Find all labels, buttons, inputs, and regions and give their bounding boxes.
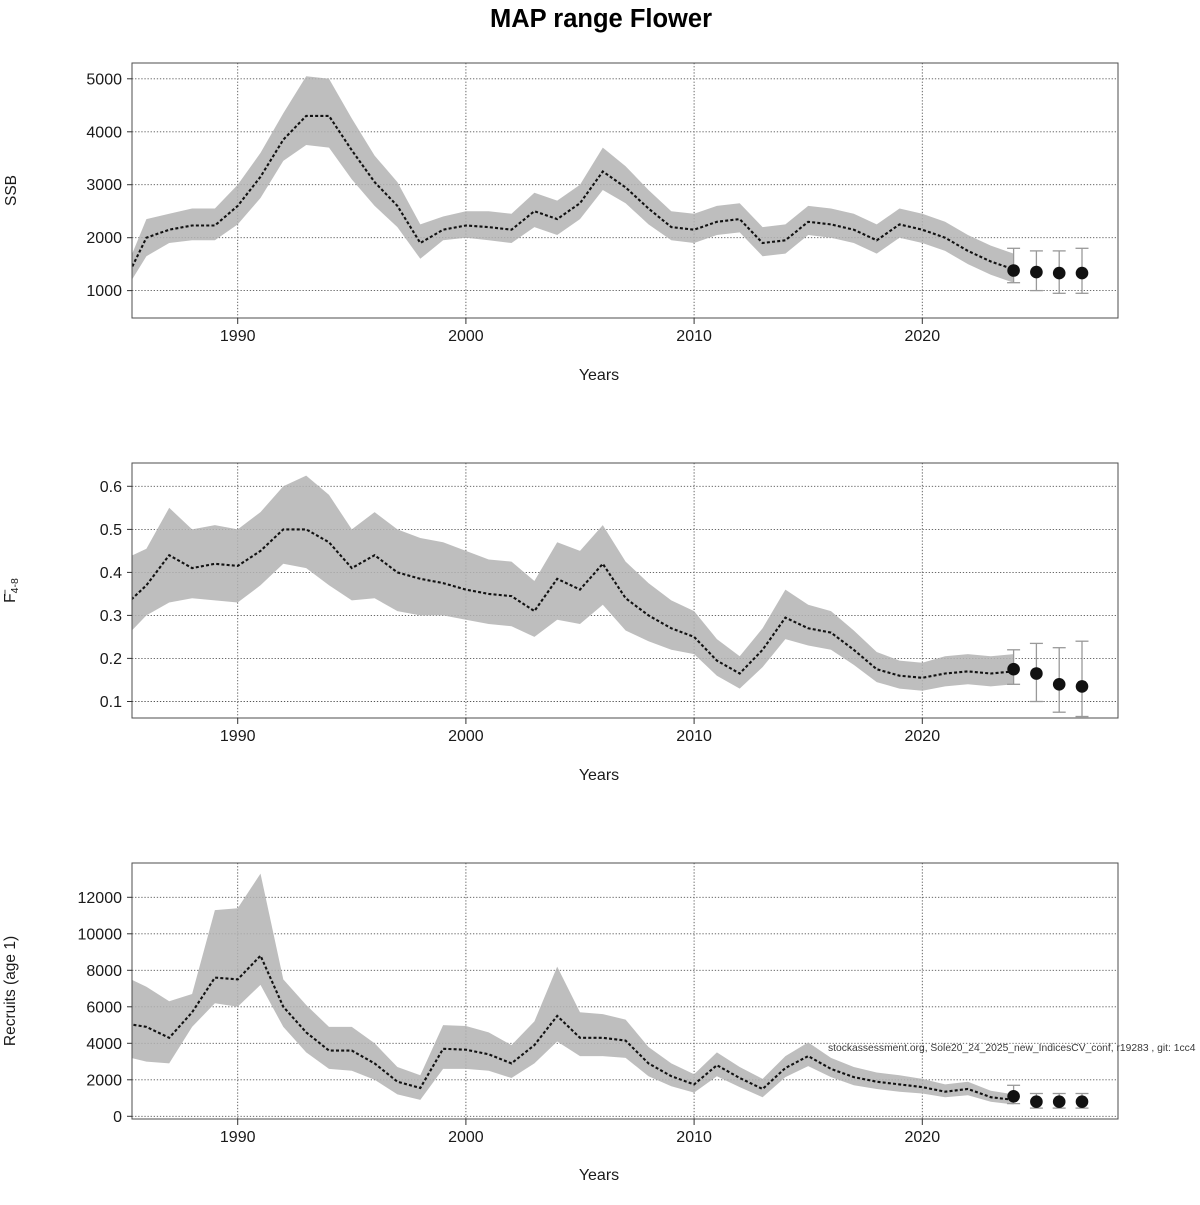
svg-text:0.2: 0.2: [100, 651, 122, 668]
svg-text:stockassessment.org, Sole20_24: stockassessment.org, Sole20_24_2025_new_…: [828, 1043, 1196, 1054]
svg-text:2020: 2020: [905, 728, 941, 745]
svg-text:2000: 2000: [448, 1129, 484, 1146]
svg-text:0.4: 0.4: [100, 565, 122, 582]
svg-text:4000: 4000: [86, 1036, 122, 1053]
svg-text:2010: 2010: [676, 328, 712, 345]
svg-text:SSB: SSB: [3, 175, 20, 206]
svg-text:3000: 3000: [86, 177, 122, 194]
svg-text:0.3: 0.3: [100, 608, 122, 625]
svg-text:Years: Years: [579, 1167, 619, 1184]
svg-text:2000: 2000: [448, 328, 484, 345]
svg-text:0.5: 0.5: [100, 522, 122, 539]
svg-text:0: 0: [113, 1109, 122, 1126]
svg-text:2020: 2020: [905, 1129, 941, 1146]
svg-text:4000: 4000: [86, 124, 122, 141]
svg-text:1990: 1990: [220, 1129, 256, 1146]
svg-text:Years: Years: [579, 367, 619, 384]
svg-text:2010: 2010: [676, 1129, 712, 1146]
svg-text:Recruits (age 1): Recruits (age 1): [2, 936, 19, 1046]
svg-text:12000: 12000: [78, 890, 123, 907]
svg-text:Years: Years: [579, 767, 619, 784]
svg-text:6000: 6000: [86, 999, 122, 1016]
svg-text:0.6: 0.6: [100, 479, 122, 496]
svg-text:1990: 1990: [220, 328, 256, 345]
svg-text:2000: 2000: [86, 230, 122, 247]
svg-text:1000: 1000: [86, 283, 122, 300]
svg-text:2000: 2000: [448, 728, 484, 745]
svg-text:5000: 5000: [86, 71, 122, 88]
svg-text:1990: 1990: [220, 728, 256, 745]
svg-text:2000: 2000: [86, 1072, 122, 1089]
svg-text:0.1: 0.1: [100, 694, 122, 711]
svg-text:8000: 8000: [86, 963, 122, 980]
svg-text:2020: 2020: [905, 328, 941, 345]
svg-text:2010: 2010: [676, 728, 712, 745]
svg-text:10000: 10000: [78, 926, 123, 943]
svg-text:MAP range Flower: MAP range Flower: [490, 5, 712, 33]
